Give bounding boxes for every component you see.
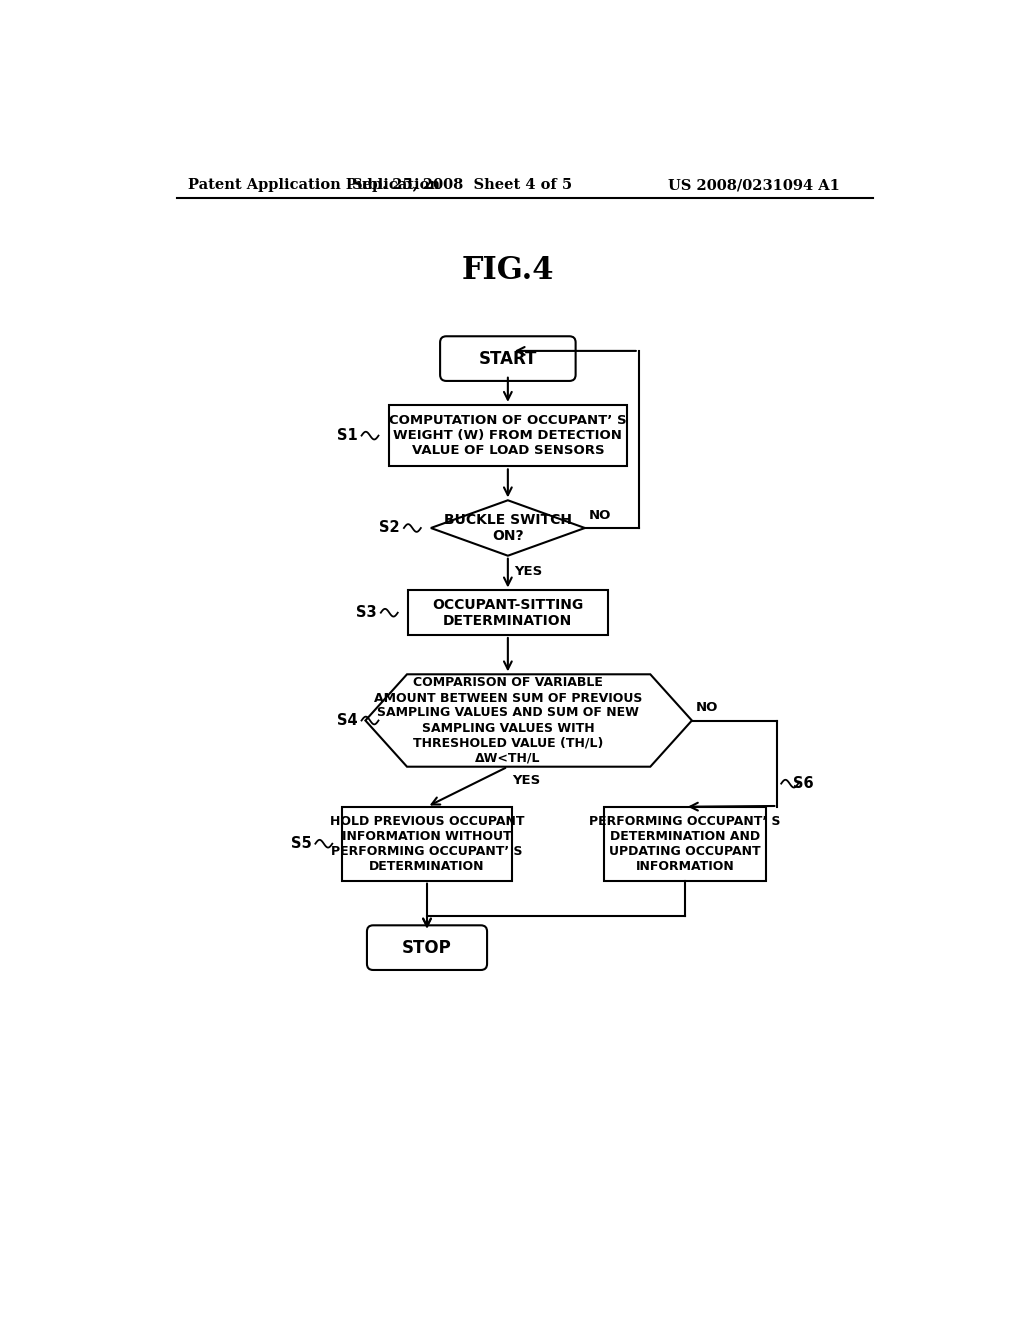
Text: START: START: [478, 350, 537, 367]
Polygon shape: [366, 675, 692, 767]
FancyBboxPatch shape: [367, 925, 487, 970]
Bar: [408, 590, 608, 635]
Bar: [388, 405, 628, 466]
Text: S4: S4: [337, 713, 357, 729]
Bar: [342, 807, 512, 880]
Text: OCCUPANT-SITTING
DETERMINATION: OCCUPANT-SITTING DETERMINATION: [432, 598, 584, 628]
Text: US 2008/0231094 A1: US 2008/0231094 A1: [669, 178, 841, 193]
Text: Sep. 25, 2008  Sheet 4 of 5: Sep. 25, 2008 Sheet 4 of 5: [351, 178, 571, 193]
Text: YES: YES: [512, 775, 540, 788]
Text: Patent Application Publication: Patent Application Publication: [188, 178, 440, 193]
Text: S3: S3: [356, 605, 377, 620]
Text: YES: YES: [514, 565, 543, 578]
Text: S5: S5: [291, 836, 311, 851]
Text: NO: NO: [695, 701, 718, 714]
Text: COMPUTATION OF OCCUPANT’ S
WEIGHT (W) FROM DETECTION
VALUE OF LOAD SENSORS: COMPUTATION OF OCCUPANT’ S WEIGHT (W) FR…: [389, 414, 627, 457]
Text: BUCKLE SWITCH
ON?: BUCKLE SWITCH ON?: [443, 513, 571, 543]
Text: NO: NO: [589, 508, 611, 521]
Text: S1: S1: [337, 428, 357, 444]
Text: S6: S6: [793, 776, 813, 791]
Text: PERFORMING OCCUPANT’ S
DETERMINATION AND
UPDATING OCCUPANT
INFORMATION: PERFORMING OCCUPANT’ S DETERMINATION AND…: [589, 814, 780, 873]
Bar: [604, 807, 766, 880]
Text: S2: S2: [380, 520, 400, 536]
Text: COMPARISON OF VARIABLE
AMOUNT BETWEEN SUM OF PREVIOUS
SAMPLING VALUES AND SUM OF: COMPARISON OF VARIABLE AMOUNT BETWEEN SU…: [374, 676, 642, 764]
Text: HOLD PREVIOUS OCCUPANT
INFORMATION WITHOUT
PERFORMING OCCUPANT’ S
DETERMINATION: HOLD PREVIOUS OCCUPANT INFORMATION WITHO…: [330, 814, 524, 873]
FancyBboxPatch shape: [440, 337, 575, 381]
Polygon shape: [431, 500, 585, 556]
Text: FIG.4: FIG.4: [462, 255, 554, 285]
Text: STOP: STOP: [402, 939, 452, 957]
